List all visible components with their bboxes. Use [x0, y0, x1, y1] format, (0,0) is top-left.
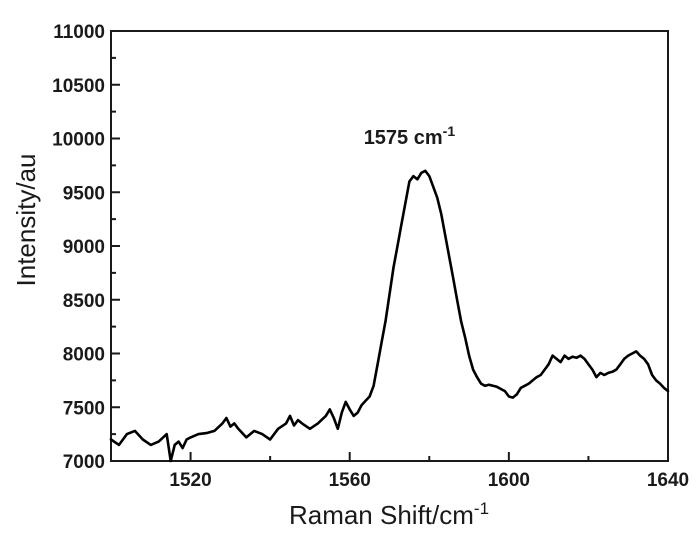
- peak-annotation-sup: -1: [443, 123, 456, 139]
- y-tick-label: 9000: [63, 237, 105, 258]
- y-tick-label: 11000: [53, 22, 105, 43]
- peak-annotation-text: 1575 cm: [364, 127, 443, 149]
- tick-marks: [111, 30, 669, 462]
- y-tick-label: 10000: [52, 130, 105, 151]
- y-tick-label: 9500: [63, 183, 105, 204]
- y-axis-title: Intensity/au: [11, 154, 41, 287]
- series-line: [109, 169, 670, 463]
- x-tick-label: 1520: [169, 470, 211, 491]
- y-tick-labels: 7000 7500 8000 8500 9000 9500 10000 10500 11000: [52, 22, 105, 473]
- y-tick-label: 7000: [63, 452, 105, 473]
- x-tick-label: 1560: [329, 470, 371, 491]
- plot-frame: [110, 30, 669, 462]
- x-tick-label: 1600: [488, 470, 530, 491]
- x-tick-label: 1640: [647, 470, 689, 491]
- x-axis-title-text: Raman Shift/cm: [289, 500, 474, 530]
- x-axis-title-sup: -1: [474, 499, 489, 518]
- peak-annotation: 1575 cm-1: [364, 123, 456, 149]
- x-axis-title: Raman Shift/cm-1: [289, 499, 489, 530]
- y-tick-label: 8500: [63, 291, 105, 312]
- y-tick-label: 7500: [63, 398, 105, 419]
- y-tick-label: 8000: [63, 345, 105, 366]
- x-tick-labels: 1520 1560 1600 1640: [169, 470, 689, 491]
- y-tick-label: 10500: [52, 76, 105, 97]
